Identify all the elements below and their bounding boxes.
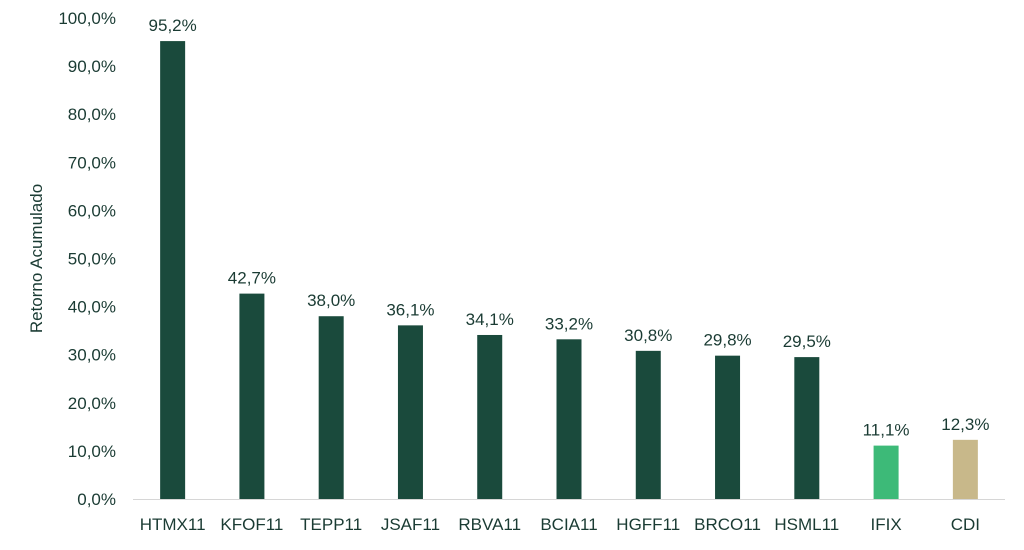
bar	[556, 339, 582, 499]
bar	[477, 334, 503, 499]
x-tick-label: HSML11	[774, 515, 839, 534]
y-tick-label: 20,0%	[68, 394, 116, 413]
data-label: 30,8%	[624, 326, 672, 345]
x-tick-label: HGFF11	[616, 515, 680, 534]
x-tick-label: BCIA11	[540, 515, 597, 534]
x-tick-label: IFIX	[871, 515, 902, 534]
x-tick-label: CDI	[951, 515, 980, 534]
y-tick-label: 70,0%	[68, 153, 116, 172]
bar	[397, 325, 423, 499]
data-labels: 95,2% 42,7% 38,0% 36,1% 34,1% 33,2% 30,8% 29,8%…	[149, 16, 990, 440]
data-label: 34,1%	[466, 310, 514, 329]
y-tick-label: 100,0%	[58, 9, 116, 28]
bar	[873, 445, 899, 499]
y-tick-label: 60,0%	[68, 201, 116, 220]
y-tick-label: 40,0%	[68, 298, 116, 317]
data-label: 42,7%	[228, 269, 276, 288]
x-tick-label: JSAF11	[381, 515, 440, 534]
y-axis-ticks: 0,0% 10,0% 20,0% 30,0% 40,0% 50,0% 60,0% 70,0% 8…	[58, 9, 116, 509]
y-tick-label: 0,0%	[77, 490, 116, 509]
bar	[160, 41, 186, 499]
bar	[952, 439, 978, 499]
data-label: 38,0%	[307, 291, 355, 310]
x-tick-label: KFOF11	[220, 515, 283, 534]
x-tick-label: HTMX11	[140, 515, 206, 534]
y-tick-label: 10,0%	[68, 442, 116, 461]
bar	[715, 355, 741, 499]
data-label: 29,8%	[703, 331, 751, 350]
y-tick-label: 80,0%	[68, 105, 116, 124]
data-label: 12,3%	[941, 415, 989, 434]
y-tick-label: 50,0%	[68, 250, 116, 269]
x-tick-label: RBVA11	[458, 515, 521, 534]
bars	[160, 41, 978, 499]
bar	[635, 350, 661, 499]
bar	[794, 357, 820, 499]
data-label: 29,5%	[783, 332, 831, 351]
y-axis-label: Retorno Acumulado	[27, 184, 46, 333]
x-tick-label: TEPP11	[300, 515, 362, 534]
y-tick-label: 30,0%	[68, 346, 116, 365]
data-label: 36,1%	[386, 300, 434, 319]
x-axis-ticks: HTMX11 KFOF11 TEPP11 JSAF11 RBVA11 BCIA11 HGFF…	[140, 515, 980, 534]
x-tick-label: BRCO11	[694, 515, 761, 534]
y-tick-label: 90,0%	[68, 57, 116, 76]
data-label: 95,2%	[149, 16, 197, 35]
data-label: 11,1%	[863, 421, 910, 440]
bar	[318, 316, 344, 499]
bar	[239, 293, 265, 499]
data-label: 33,2%	[545, 314, 593, 333]
